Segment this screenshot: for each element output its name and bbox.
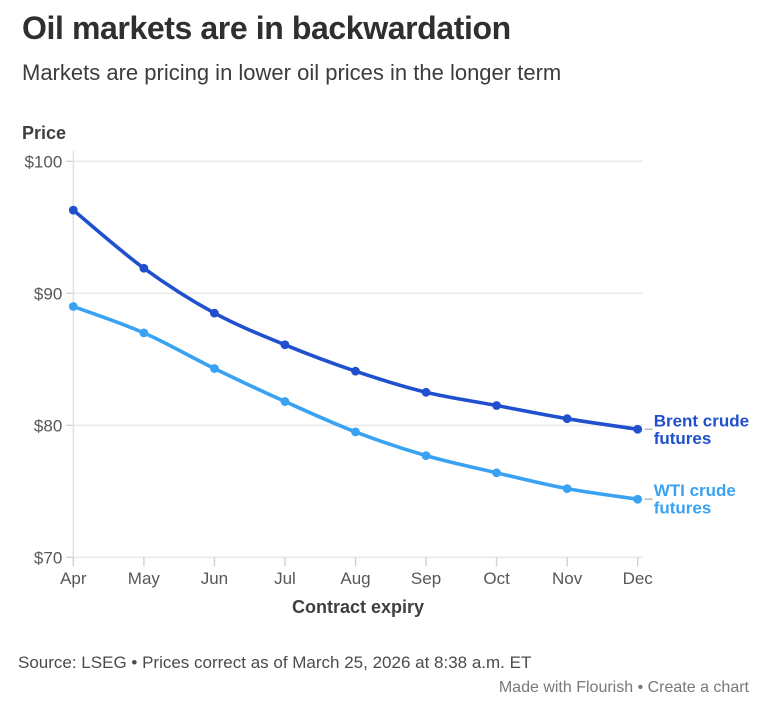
data-point	[210, 364, 219, 373]
series-line	[71, 304, 640, 502]
x-tick-label: Dec	[623, 569, 654, 588]
data-point	[562, 414, 572, 424]
x-tick-label: Jul	[274, 569, 296, 588]
chart-subtitle: Markets are pricing in lower oil prices …	[22, 60, 562, 85]
data-point	[492, 468, 501, 478]
series-line	[71, 208, 640, 432]
data-point	[633, 494, 643, 504]
series-label: WTI crude	[654, 481, 736, 500]
x-tick-label: Apr	[60, 569, 87, 588]
x-tick-label: Sep	[411, 569, 441, 588]
data-point	[68, 302, 78, 311]
data-point	[421, 387, 431, 397]
data-point	[68, 205, 78, 215]
y-tick-label: $90	[34, 284, 62, 303]
x-tick-label: May	[128, 569, 161, 588]
y-axis-title: Price	[22, 123, 66, 143]
source-note: Source: LSEG • Prices correct as of Marc…	[18, 653, 532, 672]
data-point	[351, 427, 360, 437]
data-point	[139, 328, 149, 338]
flourish-credit-link[interactable]: Made with Flourish • Create a chart	[498, 679, 749, 696]
series-label: Brent crude	[654, 411, 749, 430]
series-label: futures	[654, 499, 712, 518]
data-point	[280, 340, 290, 350]
data-point	[210, 308, 219, 318]
x-tick-label: Oct	[483, 569, 510, 588]
y-tick-label: $80	[34, 416, 62, 435]
x-tick-label: Nov	[552, 569, 583, 588]
data-point	[562, 484, 572, 494]
data-point	[139, 263, 149, 273]
chart-title: Oil markets are in backwardation	[22, 10, 511, 46]
x-tick-label: Aug	[340, 569, 370, 588]
y-tick-label: $70	[34, 548, 62, 567]
y-tick-label: $100	[24, 152, 62, 171]
data-point	[280, 397, 290, 406]
data-point	[492, 401, 501, 410]
x-tick-label: Jun	[201, 569, 228, 588]
series-label: futures	[654, 429, 712, 448]
data-point	[351, 366, 360, 376]
x-axis-title: Contract expiry	[292, 597, 424, 617]
data-point	[633, 424, 643, 434]
data-point	[421, 451, 431, 461]
